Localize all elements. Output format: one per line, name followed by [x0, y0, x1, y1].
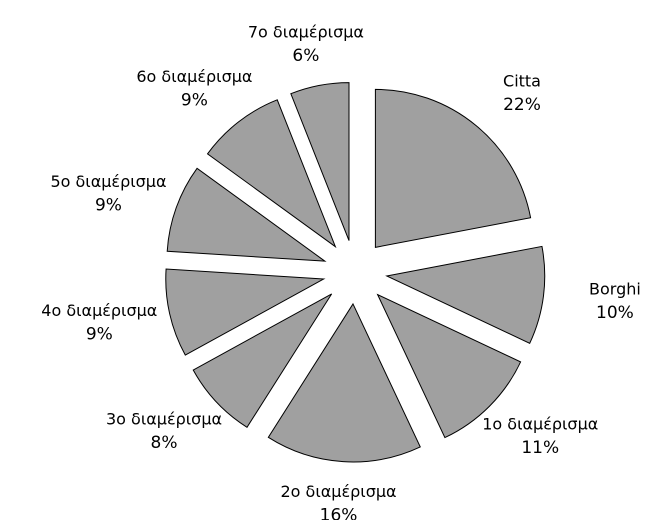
pie-slice — [385, 245, 546, 344]
slice-label: 5ο διαμέρισμα — [50, 172, 166, 191]
slice-label: Borghi — [589, 280, 641, 299]
slice-value-label: 6% — [292, 46, 319, 66]
slice-label: Citta — [503, 72, 541, 91]
slice-value-label: 9% — [95, 195, 122, 215]
pie-slice — [290, 82, 350, 241]
slice-value-label: 11% — [521, 438, 559, 458]
slice-label: 2ο διαμέρισμα — [281, 482, 397, 501]
pie-slice — [166, 167, 327, 262]
pie-slice — [165, 268, 326, 356]
slice-value-label: 8% — [151, 433, 178, 453]
pie-slice — [376, 293, 522, 439]
pie-slice — [192, 293, 333, 428]
pie-slice — [374, 88, 532, 248]
slice-label: 3ο διαμέρισμα — [106, 409, 222, 428]
pie-slice — [267, 302, 421, 463]
slice-label: 4ο διαμέρισμα — [41, 301, 157, 320]
slice-value-label: 9% — [86, 325, 113, 345]
slice-label: 1ο διαμέρισμα — [482, 415, 598, 434]
pie-slice — [206, 99, 337, 249]
slice-value-label: 22% — [503, 95, 541, 115]
slice-label: 7ο διαμέρισμα — [248, 23, 364, 42]
slice-value-label: 16% — [320, 506, 358, 520]
slice-label: 6ο διαμέρισμα — [136, 67, 252, 86]
slice-value-label: 10% — [596, 303, 634, 323]
slice-value-label: 9% — [181, 91, 208, 111]
